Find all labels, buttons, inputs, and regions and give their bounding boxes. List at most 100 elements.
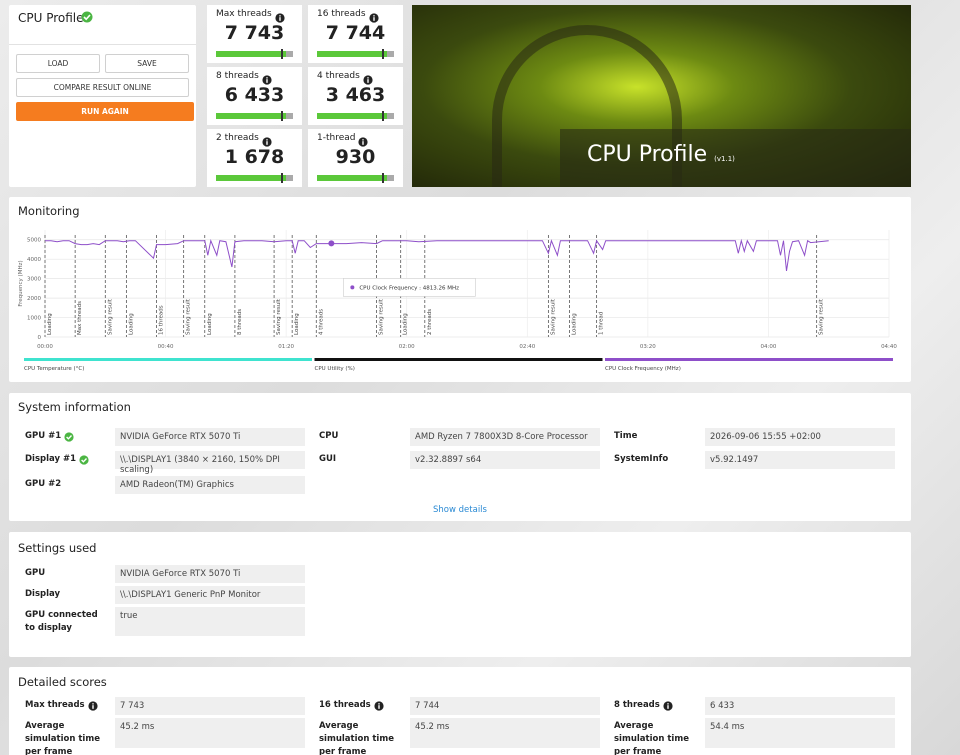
x-tick-label: 02:00 — [399, 344, 415, 350]
event-label: 4 threads — [318, 309, 324, 335]
legend-label: CPU Utility (%) — [315, 366, 355, 372]
score-tile: 8 threads 6 433 — [207, 67, 302, 125]
y-tick-label: 0 — [38, 335, 42, 341]
legend-label: CPU Clock Frequency (MHz) — [605, 366, 681, 372]
event-label: Loading — [403, 313, 409, 335]
tooltip-box — [343, 278, 476, 297]
detail-value: 7 743 — [115, 697, 305, 715]
detail-sub-label: Average simulation time per frame — [25, 721, 100, 755]
section-title: Detailed scores — [18, 675, 107, 689]
score-value: 6 433 — [224, 84, 285, 106]
info-label: Display #1 — [25, 454, 77, 464]
event-label: 16 threads — [159, 305, 165, 335]
event-label: Saving result — [379, 298, 385, 335]
info-icon — [262, 75, 272, 85]
detail-sub-value: 45.2 ms — [115, 718, 305, 748]
section-title: Monitoring — [18, 204, 80, 218]
event-label: Saving result — [186, 298, 192, 335]
x-tick-label: 04:00 — [760, 344, 776, 350]
legend-bar — [605, 358, 893, 361]
score-bar-fill — [317, 175, 387, 181]
tooltip-dot — [350, 285, 355, 290]
score-bar-fill — [317, 51, 387, 57]
score-bar-marker — [281, 173, 283, 183]
x-tick-label: 00:00 — [37, 344, 53, 350]
event-label: 1 thread — [599, 312, 605, 335]
event-label: Loading — [47, 313, 53, 335]
score-tile: Max threads 7 743 — [207, 5, 302, 63]
x-tick-label: 04:40 — [881, 344, 897, 350]
event-label: Loading — [571, 313, 577, 335]
x-tick-label: 00:40 — [158, 344, 174, 350]
detail-label: 16 threads — [319, 700, 371, 710]
detail-value: 6 433 — [705, 697, 895, 715]
event-label: Loading — [294, 313, 300, 335]
settings-value: \\.\DISPLAY1 Generic PnP Monitor — [115, 586, 305, 604]
info-value: AMD Radeon(TM) Graphics — [115, 476, 305, 494]
event-label: Saving result — [550, 298, 556, 335]
monitoring-chart: 0 1000 2000 3000 4000 5000 00:00 00:40 01:20 02:0… — [18, 230, 897, 372]
score-label: 8 threads — [216, 71, 259, 81]
y-tick-label: 1000 — [27, 316, 41, 322]
score-value: 7 744 — [325, 22, 386, 44]
legend-label: CPU Temperature (°C) — [24, 366, 84, 372]
detail-sub-label: Average simulation time per frame — [319, 721, 394, 755]
event-label: Saving result — [107, 298, 113, 335]
check-icon — [64, 432, 74, 442]
score-bar-marker — [281, 49, 283, 59]
info-icon — [663, 701, 673, 711]
detail-label: Max threads — [25, 700, 85, 710]
settings-label: GPU — [25, 568, 46, 578]
settings-value: true — [115, 607, 305, 636]
score-value: 1 678 — [224, 146, 285, 168]
info-value: v5.92.1497 — [705, 451, 895, 469]
x-tick-label: 01:20 — [278, 344, 294, 350]
score-tile: 4 threads 3 463 — [308, 67, 403, 125]
score-tile: 1-thread 930 — [308, 129, 403, 187]
info-label: GPU #2 — [25, 479, 62, 489]
score-bar-fill — [216, 175, 286, 181]
score-label: Max threads — [216, 9, 272, 19]
info-label: Time — [614, 431, 638, 441]
banner-title-text: CPU Profile — [587, 142, 708, 167]
run-again-button[interactable]: RUN AGAIN — [16, 102, 194, 121]
score-bar-fill — [216, 51, 286, 57]
info-value: NVIDIA GeForce RTX 5070 Ti — [115, 428, 305, 446]
banner-band — [560, 129, 911, 187]
score-bar-fill — [216, 113, 286, 119]
score-label: 4 threads — [317, 71, 360, 81]
profile-panel: CPU Profile LOAD SAVE COMPARE RESULT ONL… — [9, 5, 196, 187]
score-tile: 16 threads 7 744 — [308, 5, 403, 63]
compare-button[interactable]: COMPARE RESULT ONLINE — [16, 78, 189, 97]
save-button[interactable]: SAVE — [105, 54, 189, 73]
event-label: 8 threads — [237, 309, 243, 335]
info-icon — [358, 137, 368, 147]
info-label: CPU — [319, 431, 339, 441]
section-title: Settings used — [18, 541, 97, 555]
y-tick-label: 2000 — [27, 296, 41, 302]
info-value: \\.\DISPLAY1 (3840 × 2160, 150% DPI scal… — [115, 451, 305, 475]
score-bar-marker — [382, 111, 384, 121]
info-icon — [369, 13, 379, 23]
event-label: Saving result — [276, 298, 282, 335]
show-details-link[interactable]: Show details — [433, 505, 487, 515]
section-title: System information — [18, 400, 131, 414]
load-button[interactable]: LOAD — [16, 54, 100, 73]
score-value: 7 743 — [224, 22, 285, 44]
score-bar-marker — [281, 111, 283, 121]
detail-sub-label: Average simulation time per frame — [614, 721, 689, 755]
info-label: GPU #1 — [25, 431, 62, 441]
event-label: Max threads — [77, 301, 83, 335]
score-bar-marker — [382, 173, 384, 183]
score-value: 3 463 — [325, 84, 386, 106]
score-tile: 2 threads 1 678 — [207, 129, 302, 187]
title: CPU Profile — [18, 11, 84, 25]
check-icon — [81, 11, 93, 23]
y-tick-label: 5000 — [27, 238, 41, 244]
settings-label: Display — [25, 589, 61, 599]
y-axis-label: Frequency (MHz) — [18, 260, 24, 306]
detail-sub-value: 54.4 ms — [705, 718, 895, 748]
settings-label: GPU connected to display — [25, 610, 98, 633]
score-label: 1-thread — [317, 133, 356, 143]
